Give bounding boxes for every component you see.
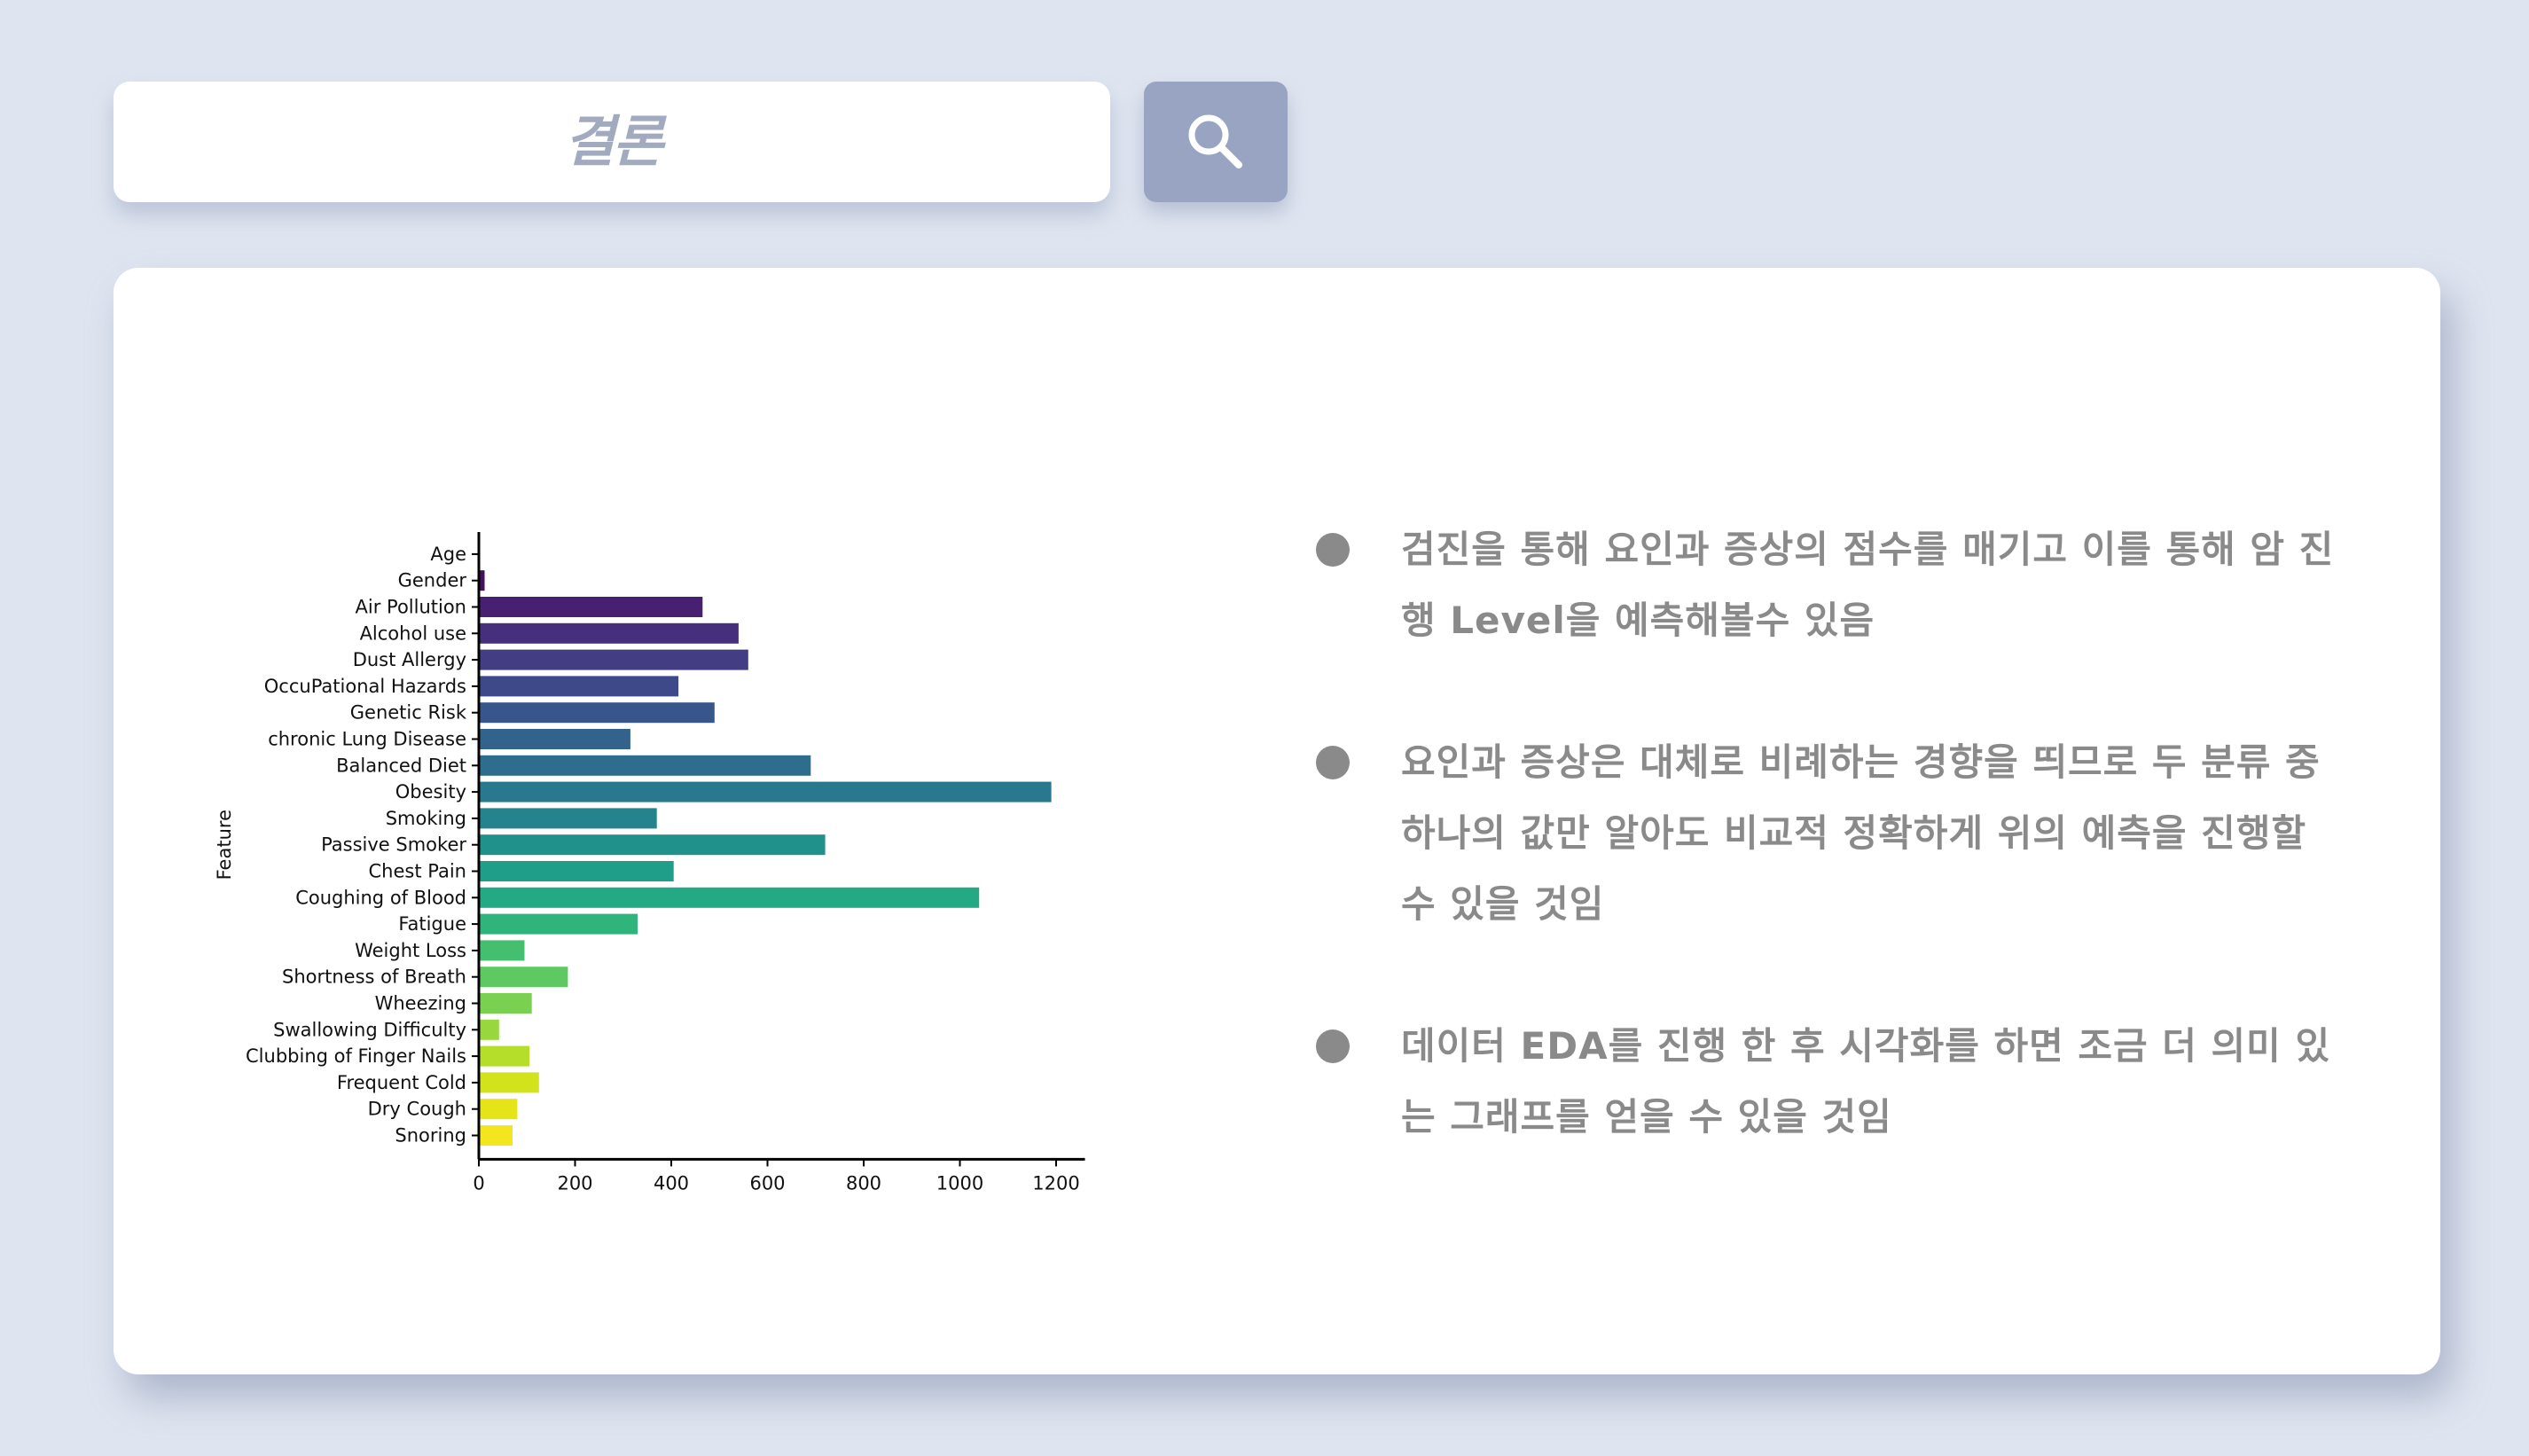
bar [479, 834, 826, 856]
y-tick-label: Fatigue [398, 913, 466, 935]
bar [479, 913, 638, 935]
y-tick-label: Passive Smoker [321, 834, 466, 856]
conclusion-list: 검진을 통해 요인과 증상의 점수를 매기고 이를 통해 암 진행 Level을… [1312, 514, 2341, 1224]
bar [479, 1045, 529, 1067]
bar [479, 993, 532, 1014]
y-tick-label: Alcohol use [360, 622, 466, 644]
bar [479, 755, 811, 776]
y-tick-label: OccuPational Hazards [264, 676, 466, 697]
x-tick-label: 200 [557, 1172, 592, 1194]
y-tick-label: Smoking [386, 808, 466, 829]
y-tick-label: Dust Allergy [353, 649, 466, 670]
y-tick-label: Genetic Risk [350, 702, 467, 724]
conclusion-item: 검진을 통해 요인과 증상의 점수를 매기고 이를 통해 암 진행 Level을… [1312, 514, 2341, 656]
y-tick-label: Gender [398, 570, 467, 591]
y-tick-label: Shortness of Breath [282, 967, 466, 988]
bar [479, 940, 525, 961]
x-tick-label: 600 [749, 1172, 785, 1194]
y-tick-label: chronic Lung Disease [268, 729, 466, 750]
bar [479, 861, 674, 881]
y-tick-label: Frequent Cold [337, 1072, 466, 1093]
bar [479, 729, 630, 749]
bar [479, 570, 485, 591]
y-tick-label: Air Pollution [356, 597, 466, 618]
bar [479, 622, 739, 644]
y-tick-label: Swallowing Difficulty [273, 1019, 466, 1040]
search-button[interactable] [1144, 82, 1288, 202]
conclusion-text: 데이터 EDA를 진행 한 후 시각화를 하면 조금 더 의미 있는 그래프를 … [1401, 1024, 2331, 1139]
bar [479, 702, 715, 724]
bar [479, 808, 657, 829]
search-input[interactable]: 결론 [114, 82, 1110, 202]
bullet-icon [1316, 746, 1350, 779]
bar [479, 887, 980, 908]
x-tick-label: 800 [846, 1172, 881, 1194]
bar [479, 1019, 499, 1040]
bar [479, 967, 568, 988]
y-axis-label: Feature [214, 810, 235, 880]
y-tick-label: Clubbing of Finger Nails [246, 1045, 466, 1067]
bar [479, 597, 703, 617]
search-query-text: 결론 [564, 109, 663, 174]
x-tick-label: 1000 [936, 1172, 983, 1194]
y-tick-label: Weight Loss [355, 940, 466, 961]
y-tick-label: Coughing of Blood [295, 887, 466, 908]
search-icon [1188, 114, 1242, 168]
y-tick-label: Age [430, 544, 466, 565]
bar [479, 781, 1052, 802]
y-tick-label: Chest Pain [369, 861, 466, 882]
x-tick-label: 400 [654, 1172, 689, 1194]
y-tick-label: Obesity [395, 781, 466, 802]
conclusion-item: 데이터 EDA를 진행 한 후 시각화를 하면 조금 더 의미 있는 그래프를 … [1312, 1011, 2341, 1153]
y-tick-label: Dry Cough [368, 1099, 466, 1120]
bar [479, 1099, 518, 1120]
conclusion-text: 검진을 통해 요인과 증상의 점수를 매기고 이를 통해 암 진행 Level을… [1401, 528, 2335, 642]
conclusion-text: 요인과 증상은 대체로 비례하는 경향을 띄므로 두 분류 중 하나의 값만 알… [1401, 740, 2321, 926]
y-tick-label: Balanced Diet [336, 755, 466, 776]
bullet-icon [1316, 533, 1350, 567]
y-tick-label: Wheezing [375, 993, 466, 1014]
bar [479, 649, 748, 670]
bar [479, 676, 679, 697]
conclusion-item: 요인과 증상은 대체로 비례하는 경향을 띄므로 두 분류 중 하나의 값만 알… [1312, 727, 2341, 940]
y-tick-label: Snoring [395, 1125, 466, 1147]
bullet-icon [1316, 1029, 1350, 1063]
x-tick-label: 1200 [1032, 1172, 1079, 1194]
x-tick-label: 0 [473, 1172, 484, 1194]
bar [479, 1072, 539, 1093]
bar [479, 1125, 513, 1146]
